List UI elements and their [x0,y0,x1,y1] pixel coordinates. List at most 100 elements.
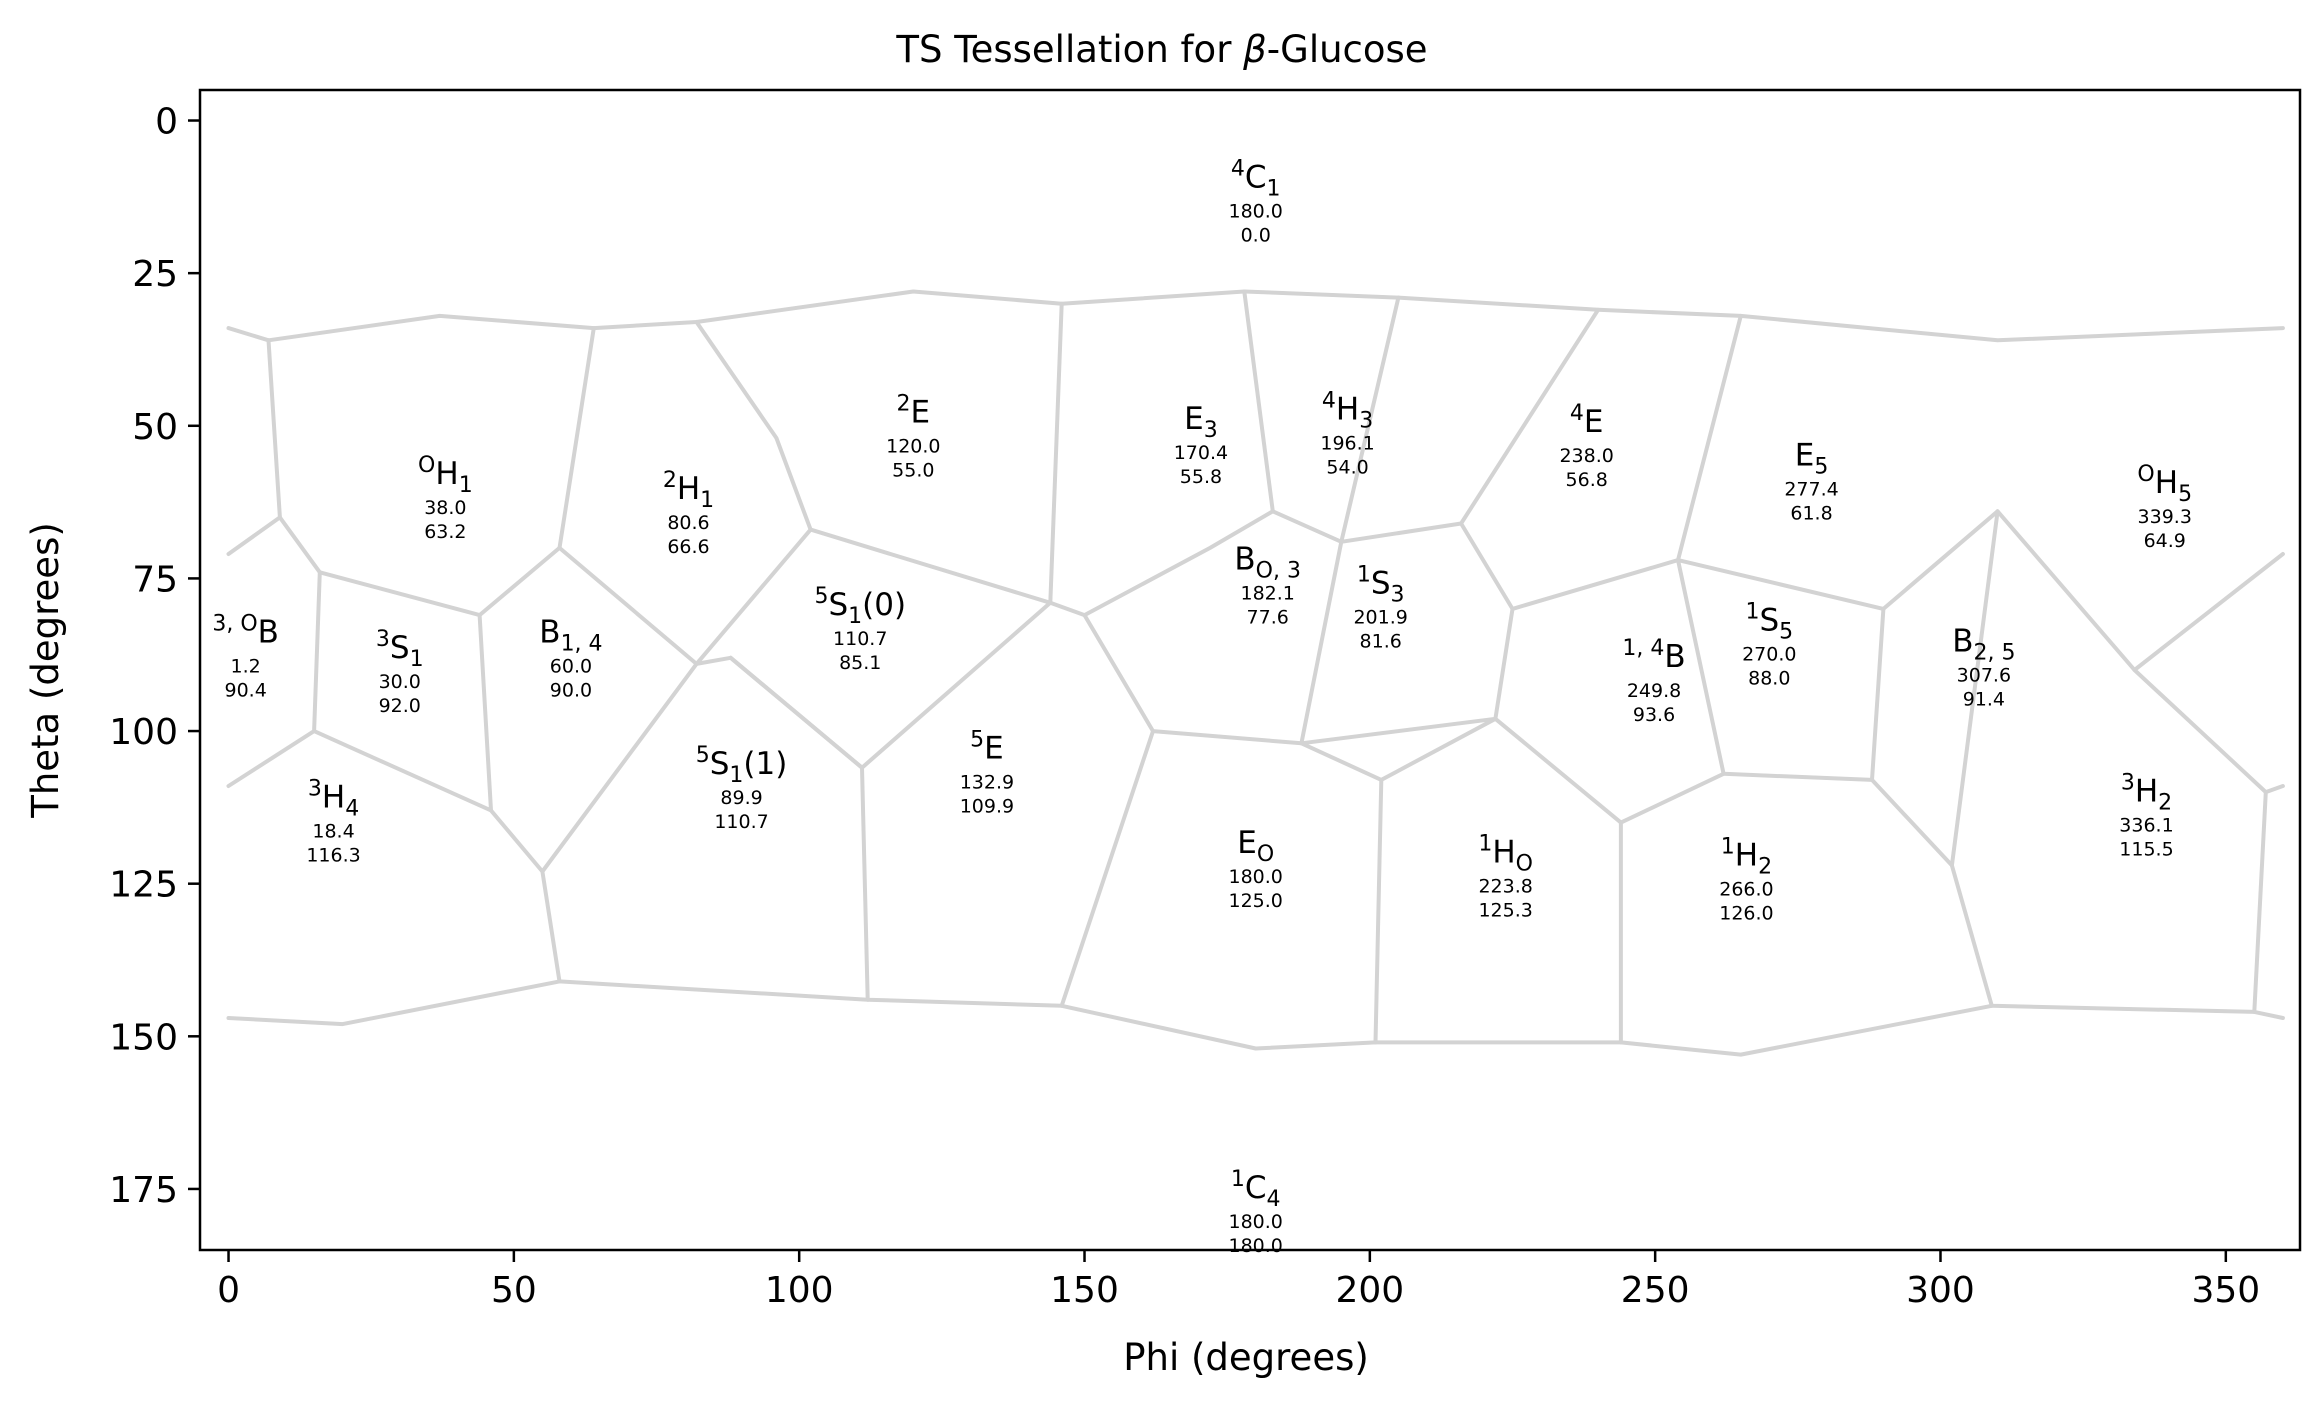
plot-frame [198,88,2302,1252]
conformer-phi-value: 182.1 [1240,582,1294,604]
conformer-name: 3, OB [212,612,279,651]
cell-edge-15 [860,729,1155,1008]
conformer-name: E5 [1795,437,1829,479]
conformer-name: 1S3 [1357,563,1405,608]
y-tick-label: 25 [132,254,178,295]
conformer-phi-value: 18.4 [312,820,354,842]
conformer-theta-value: 116.3 [306,844,360,866]
conformer-label: 3, OB 1.290.4 [212,612,279,702]
y-tick-label: 125 [109,865,178,906]
conformer-name: 1HO [1478,831,1533,876]
conformer-label: B1, 460.090.0 [539,615,602,702]
conformer-theta-value: 93.6 [1633,704,1675,726]
cell-edge-10 [1459,307,1601,526]
cell-edge-24 [1379,716,1498,782]
x-tick-label: 50 [491,1270,537,1311]
conformer-label: 1, 4B 249.893.6 [1622,636,1685,726]
conformer-phi-value: 336.1 [2119,814,2173,836]
cell-edge-7 [808,509,2285,672]
conformer-name: 4H3 [1322,389,1373,434]
conformer-phi-value: 201.9 [1353,607,1407,629]
cell-edge-11 [1299,606,1515,746]
conformer-phi-value: 170.4 [1174,442,1228,464]
conformer-name: 1S5 [1745,599,1793,644]
x-tick-label: 350 [2191,1270,2260,1311]
conformer-theta-value: 61.8 [1790,502,1832,524]
conformer-phi-value: 266.0 [1719,878,1773,900]
conformer-phi-value: 1.2 [231,656,261,678]
x-tick-label: 250 [1621,1270,1690,1311]
conformer-name: 5S1(1) [696,743,788,788]
y-tick-label: 75 [132,559,178,600]
conformer-name: B1, 4 [539,615,602,657]
conformer-name: OH5 [2137,462,2192,507]
cell-edge-19 [1949,784,2285,1014]
conformer-theta-value: 85.1 [839,652,881,674]
conformer-theta-value: 91.4 [1963,689,2005,711]
conformer-name: 3S1 [376,627,424,672]
conformer-phi-value: 60.0 [550,656,592,678]
y-tick-label: 175 [109,1170,178,1211]
conformer-label: 4E 238.056.8 [1559,401,1613,491]
cell-edge-22 [1059,1003,1994,1057]
conformer-label: 5S1(0)110.785.1 [814,584,906,674]
x-axis-label: Phi (degrees) [1123,1336,1369,1379]
x-tick-label: 300 [1906,1270,1975,1311]
conformer-label: 2E 120.055.0 [886,392,940,482]
cell-edge-5 [489,545,699,874]
x-tick-label: 0 [217,1270,240,1311]
conformer-name: 3H2 [2121,770,2172,815]
cell-edge-20 [2132,668,2268,795]
conformer-name: 5E [970,728,1004,767]
cell-edge-13 [1676,558,1886,782]
conformer-phi-value: 110.7 [833,628,887,650]
cell-edge-23 [1299,741,1384,1045]
conformer-phi-value: 89.9 [720,787,762,809]
conformer-phi-value: 180.0 [1229,866,1283,888]
conformer-theta-value: 90.0 [550,680,592,702]
cell-edge-12 [1676,313,1743,563]
y-tick-label: 0 [155,102,178,143]
conformer-theta-value: 92.0 [379,695,421,717]
conformer-name: BO, 3 [1234,541,1301,583]
conformer-theta-value: 125.3 [1478,899,1532,921]
cell-edge-0 [226,289,2285,343]
conformer-phi-value: 277.4 [1784,478,1838,500]
conformer-theta-value: 110.7 [714,811,768,833]
conformer-name: B2, 5 [1952,624,2015,666]
conformer-theta-value: 77.6 [1247,606,1289,628]
conformer-theta-value: 63.2 [424,521,466,543]
conformer-theta-value: 109.9 [960,796,1014,818]
conformer-name: 1H2 [1721,834,1772,879]
conformer-phi-value: 132.9 [960,772,1014,794]
y-tick-label: 150 [109,1017,178,1058]
conformer-theta-value: 0.0 [1241,225,1271,247]
conformer-theta-value: 90.4 [224,680,266,702]
x-tick-label: 200 [1335,1270,1404,1311]
conformer-phi-value: 180.0 [1229,201,1283,223]
conformer-theta-value: 55.0 [892,460,934,482]
x-axis-ticks: 0 50 100 150 200 250 300 350 [217,1250,2260,1311]
conformer-phi-value: 80.6 [667,512,709,534]
y-axis-ticks: 0 25 50 75 100 125 150 175 [109,102,200,1211]
